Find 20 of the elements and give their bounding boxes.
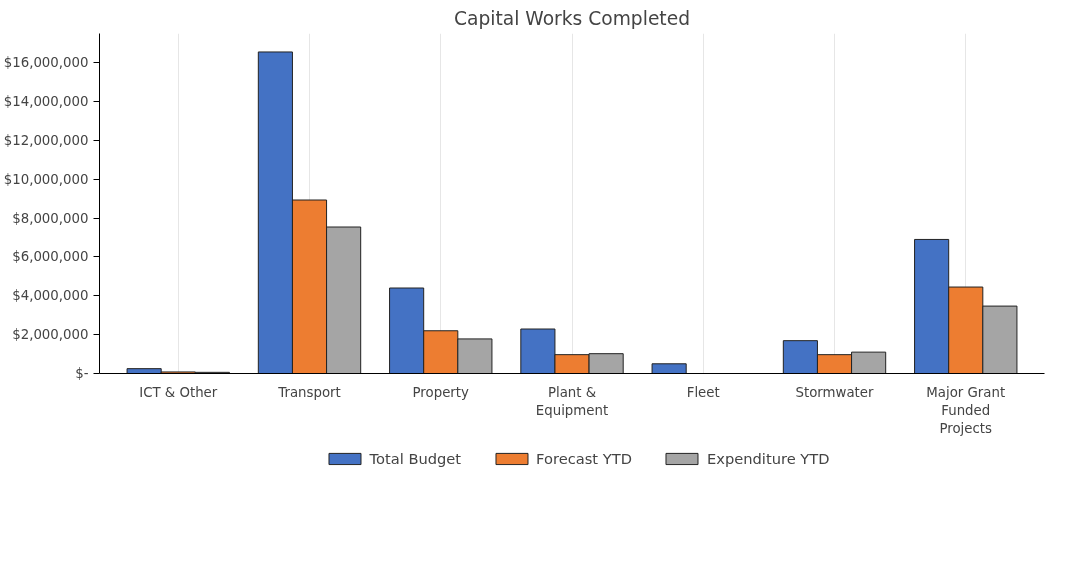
chart-title: Capital Works Completed: [454, 7, 690, 29]
x-tick-label: Fleet: [686, 384, 720, 400]
x-tick-label: Stormwater: [795, 384, 875, 400]
x-tick-label: Major Grant Funded Projects: [926, 384, 1006, 436]
x-tick-label: ICT & Other: [139, 384, 218, 400]
legend-label: Expenditure YTD: [706, 449, 830, 467]
x-tick-label: Property: [412, 384, 470, 400]
x-tick-label: Transport: [277, 384, 341, 400]
y-tick-label: $-: [75, 366, 89, 381]
x-tick-label: Plant & Equipment: [535, 384, 609, 418]
y-tick-label: $8,000,000: [12, 210, 89, 226]
y-tick-label: $10,000,000: [3, 171, 89, 187]
y-tick-label: $14,000,000: [3, 94, 89, 109]
y-tick-label: $2,000,000: [12, 327, 89, 343]
y-tick-label: $16,000,000: [3, 55, 89, 71]
legend-label: Forecast YTD: [536, 449, 632, 467]
y-tick-label: $6,000,000: [12, 249, 89, 265]
y-tick-label: $4,000,000: [12, 288, 89, 304]
y-tick-label: $12,000,000: [3, 132, 89, 148]
legend-label: Total Budget: [369, 449, 462, 467]
